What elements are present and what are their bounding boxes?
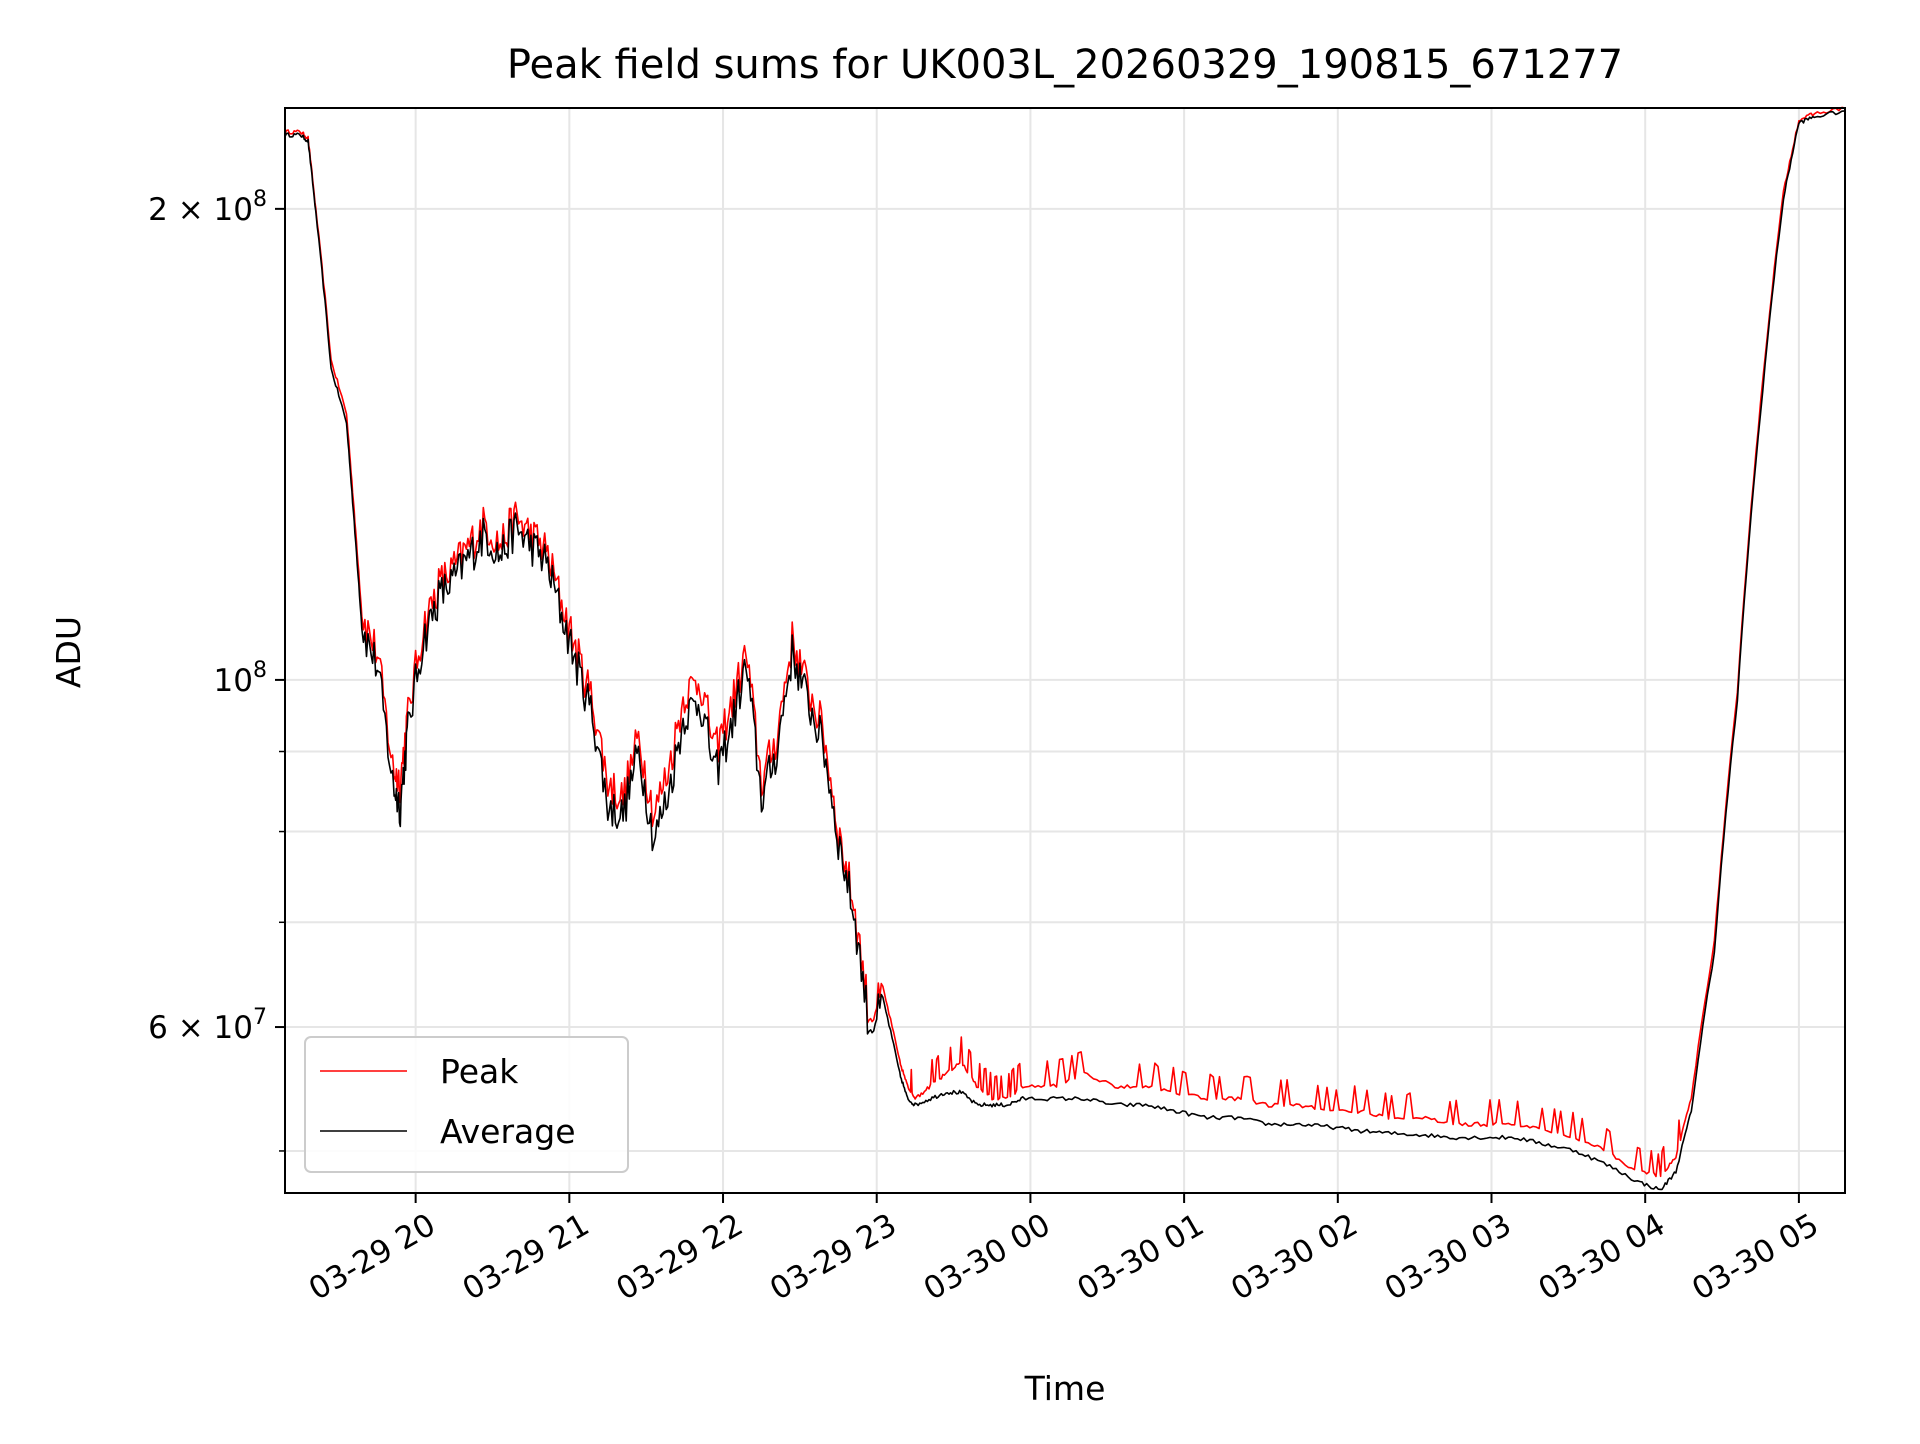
grid-layer — [285, 108, 1845, 1193]
legend-label-peak: Peak — [440, 1052, 519, 1091]
y-tick-label: 2 × 108 — [148, 187, 267, 228]
chart-title: Peak field sums for UK003L_20260329_1908… — [507, 42, 1623, 88]
y-axis-label: ADU — [49, 616, 88, 688]
plot-frame — [284, 107, 1846, 1194]
series-line-average — [284, 110, 1846, 1191]
legend-label-average: Average — [440, 1112, 576, 1151]
series-layer — [284, 106, 1846, 1191]
y-tick-label: 6 × 107 — [148, 1005, 267, 1046]
series-line-peak — [284, 106, 1846, 1178]
legend: Peak Average — [304, 1036, 629, 1173]
x-axis-label: Time — [1024, 1369, 1106, 1408]
y-tick-label: 108 — [214, 658, 267, 699]
